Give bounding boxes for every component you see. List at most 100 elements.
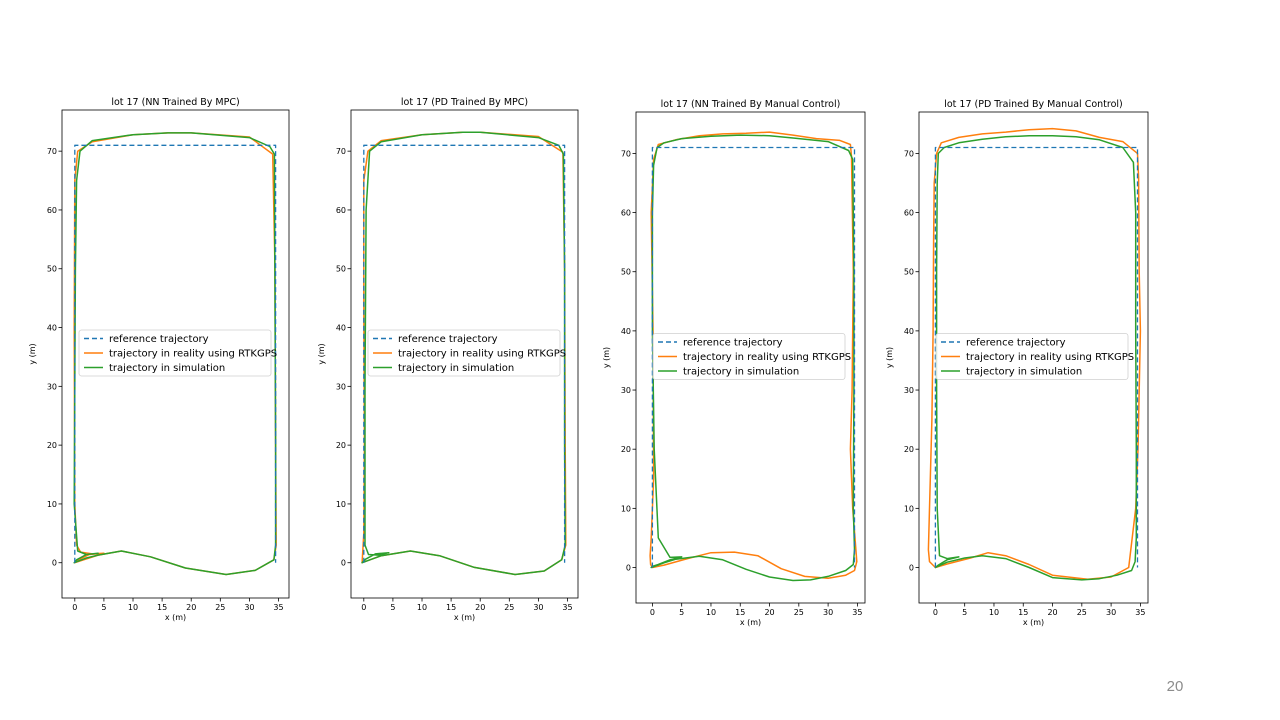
axes-frame — [918, 111, 1149, 604]
legend-box — [652, 333, 846, 380]
x-tick-label: 35 — [1135, 608, 1145, 617]
chart-panel-4: lot 17 (PD Trained By Manual Control) 0 5 1… — [885, 99, 1149, 627]
legend-label-1: reference trajectory — [109, 334, 209, 345]
series-group — [927, 127, 1142, 581]
legend-label-2: trajectory in reality using RTKGPS — [966, 352, 1134, 363]
x-tick-label: 25 — [794, 608, 804, 617]
legend-label-1: reference trajectory — [398, 334, 498, 345]
chart-title: lot 17 (PD Trained By Manual Control) — [944, 99, 1123, 110]
series-line-reference — [651, 146, 856, 568]
x-tick-label: 20 — [186, 603, 196, 612]
y-tick-label: 70 — [904, 149, 914, 158]
legend-label-2: trajectory in reality using RTKGPS — [109, 349, 277, 360]
x-tick-label: 20 — [764, 608, 774, 617]
y-tick-label: 70 — [336, 147, 346, 156]
y-tick-label: 40 — [904, 327, 914, 336]
legend-label-2: trajectory in reality using RTKGPS — [683, 352, 851, 363]
y-tick-label: 10 — [47, 500, 57, 509]
x-tick-label: 0 — [361, 603, 366, 612]
x-tick-label: 15 — [1018, 608, 1028, 617]
y-tick-label: 0 — [341, 559, 346, 568]
y-axis-label: y (m) — [885, 347, 894, 368]
y-tick-label: 60 — [336, 206, 346, 215]
series-line-simulation — [73, 132, 277, 576]
y-tick-label: 50 — [904, 268, 914, 277]
x-axis-label: x (m) — [165, 613, 186, 622]
x-axis-label: x (m) — [454, 613, 475, 622]
y-tick-label: 10 — [904, 504, 914, 513]
x-tick-label: 35 — [273, 603, 283, 612]
x-tick-label: 5 — [390, 603, 395, 612]
y-tick-label: 0 — [52, 559, 57, 568]
chart-panel-1: lot 17 (NN Trained By MPC) 0 5 10 15 20 25 30 35… — [28, 97, 290, 622]
y-tick-label: 40 — [336, 324, 346, 333]
x-tick-label: 10 — [128, 603, 138, 612]
y-tick-label: 0 — [909, 564, 914, 573]
x-tick-label: 10 — [989, 608, 999, 617]
x-tick-label: 15 — [735, 608, 745, 617]
x-tick-label: 30 — [244, 603, 254, 612]
series-group — [649, 131, 858, 582]
legend: reference trajectory trajectory in realit… — [935, 333, 1134, 380]
x-tick-label: 20 — [475, 603, 485, 612]
y-tick-label: 60 — [621, 209, 631, 218]
series-group — [361, 131, 567, 576]
legend-box — [78, 329, 272, 377]
series-line-reference — [74, 144, 277, 563]
y-tick-label: 10 — [621, 504, 631, 513]
legend-box — [367, 329, 561, 377]
x-tick-label: 30 — [1106, 608, 1116, 617]
y-tick-label: 70 — [47, 147, 57, 156]
x-tick-label: 0 — [72, 603, 77, 612]
y-tick-label: 50 — [336, 265, 346, 274]
series-line-simulation — [361, 131, 566, 576]
y-tick-label: 20 — [904, 445, 914, 454]
legend-box — [935, 333, 1129, 380]
y-tick-label: 20 — [621, 445, 631, 454]
y-tick-label: 50 — [621, 268, 631, 277]
axes-frame — [61, 109, 290, 599]
chart-title: lot 17 (PD Trained By MPC) — [401, 97, 528, 108]
y-tick-label: 20 — [336, 441, 346, 450]
x-tick-label: 5 — [679, 608, 684, 617]
y-tick-label: 40 — [621, 327, 631, 336]
legend-label-3: trajectory in simulation — [683, 367, 799, 378]
chart-panel-2: lot 17 (PD Trained By MPC) 0 5 10 15 20 25 30 35… — [317, 97, 579, 622]
legend: reference trajectory trajectory in realit… — [652, 333, 851, 380]
y-tick-label: 30 — [621, 386, 631, 395]
legend-label-1: reference trajectory — [683, 338, 783, 349]
y-tick-label: 50 — [47, 265, 57, 274]
chart-title: lot 17 (NN Trained By Manual Control) — [661, 99, 841, 110]
y-tick-label: 70 — [621, 149, 631, 158]
chart-panel-3: lot 17 (NN Trained By Manual Control) 0 5 1… — [602, 99, 866, 627]
x-axis-label: x (m) — [1023, 618, 1044, 627]
axes-frame — [350, 109, 579, 599]
y-tick-label: 30 — [904, 386, 914, 395]
page-number: 20 — [1166, 678, 1184, 695]
legend-label-3: trajectory in simulation — [109, 363, 225, 374]
legend-label-3: trajectory in simulation — [966, 367, 1082, 378]
series-line-simulation — [934, 134, 1138, 581]
x-tick-label: 0 — [650, 608, 655, 617]
y-tick-label: 30 — [47, 382, 57, 391]
y-tick-label: 60 — [904, 209, 914, 218]
x-tick-label: 25 — [215, 603, 225, 612]
axes-frame — [635, 111, 866, 604]
y-tick-label: 20 — [47, 441, 57, 450]
x-tick-label: 35 — [852, 608, 862, 617]
y-tick-label: 60 — [47, 206, 57, 215]
legend: reference trajectory trajectory in realit… — [78, 329, 277, 377]
series-line-reference — [363, 144, 566, 563]
x-tick-label: 0 — [933, 608, 938, 617]
x-tick-label: 5 — [101, 603, 106, 612]
x-tick-label: 25 — [504, 603, 514, 612]
x-tick-label: 15 — [446, 603, 456, 612]
y-axis-label: y (m) — [317, 343, 326, 364]
chart-title: lot 17 (NN Trained By MPC) — [111, 97, 239, 108]
series-line-reference — [934, 146, 1139, 568]
legend: reference trajectory trajectory in realit… — [367, 329, 566, 377]
x-tick-label: 10 — [417, 603, 427, 612]
x-axis-label: x (m) — [740, 618, 761, 627]
